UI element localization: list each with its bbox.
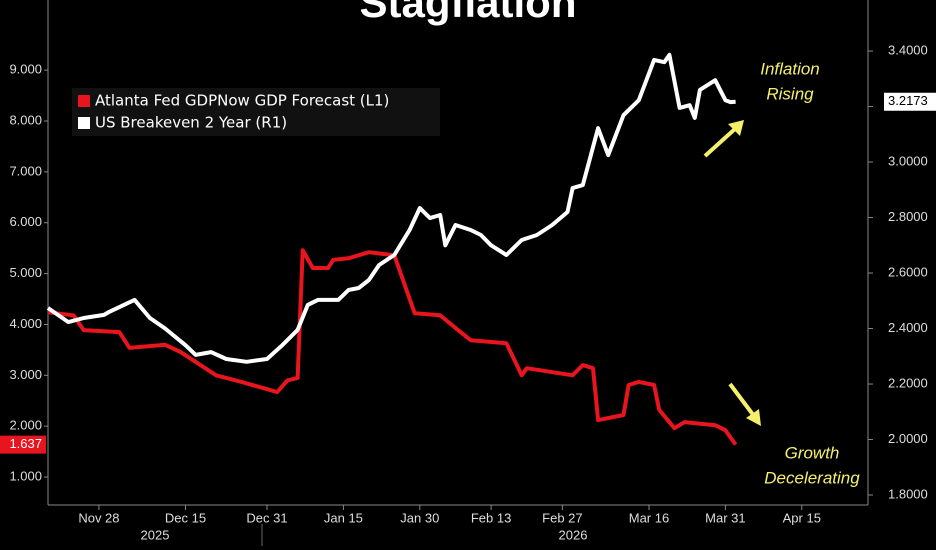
y-tick-label: 2.000	[9, 418, 42, 433]
x-tick-label: Jan 15	[324, 510, 363, 525]
series-line	[46, 52, 736, 364]
legend-swatch	[78, 95, 90, 107]
x-tick-label: Apr 15	[783, 510, 821, 525]
x-tick-label: Dec 31	[246, 510, 287, 525]
x-tick-label: Nov 28	[78, 510, 119, 525]
last-value-label: 1.637	[9, 436, 42, 451]
y2-tick-label: 3.0000	[888, 153, 928, 168]
series-line	[47, 248, 738, 446]
y-tick-label: 3.000	[9, 367, 42, 382]
arrow-up	[703, 126, 738, 158]
legend-label: US Breakeven 2 Year (R1)	[95, 114, 287, 132]
x-tick-label: Mar 16	[629, 510, 669, 525]
last-value-box	[0, 435, 46, 454]
y2-tick-label: 2.2000	[888, 375, 928, 390]
last-value-box	[884, 92, 936, 111]
legend-box	[72, 88, 440, 136]
arrow-up-head	[728, 120, 744, 136]
x-year-label: 2025	[141, 527, 170, 542]
x-tick-label: Feb 13	[471, 510, 511, 525]
annotation: Inflation	[760, 59, 820, 78]
y2-tick-label: 3.4000	[888, 42, 928, 57]
y-tick-label: 1.000	[9, 468, 42, 483]
y-tick-label: 7.000	[9, 163, 42, 178]
arrow-down	[728, 382, 756, 418]
x-tick-label: Jan 30	[400, 510, 439, 525]
legend-label: Atlanta Fed GDPNow GDP Forecast (L1)	[95, 92, 389, 110]
legend: Atlanta Fed GDPNow GDP Forecast (L1) US B…	[78, 92, 389, 132]
y-tick-label: 5.000	[9, 265, 42, 280]
x-tick-label: Mar 31	[705, 510, 745, 525]
y2-tick-label: 2.6000	[888, 264, 928, 279]
y-tick-label: 9.000	[9, 62, 42, 77]
annotation: Growth	[785, 443, 840, 462]
y2-tick-label: 2.8000	[888, 209, 928, 224]
y-tick-label: 8.000	[9, 112, 42, 127]
y-tick-label: 6.000	[9, 214, 42, 229]
legend-swatch	[78, 117, 90, 129]
annotation: Decelerating	[764, 468, 860, 487]
x-year-label: 2026	[559, 527, 588, 542]
x-tick-label: Feb 27	[542, 510, 582, 525]
y2-tick-label: 1.8000	[888, 486, 928, 501]
y2-tick-label: 2.4000	[888, 320, 928, 335]
y-tick-label: 4.000	[9, 316, 42, 331]
x-tick-label: Dec 15	[165, 510, 206, 525]
last-value-label: 3.2173	[888, 93, 928, 108]
arrow-down-head	[746, 409, 761, 426]
chart-title: Stagflation	[360, 0, 577, 26]
y2-tick-label: 2.0000	[888, 431, 928, 446]
annotation: Rising	[766, 84, 814, 103]
